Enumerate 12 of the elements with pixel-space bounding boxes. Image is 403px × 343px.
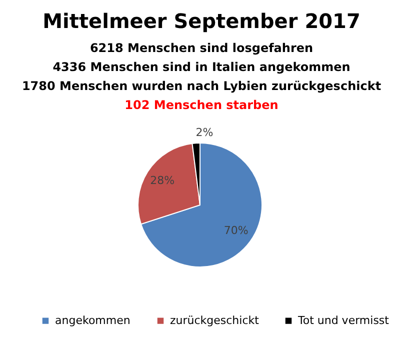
- data-label: 28%: [150, 174, 175, 188]
- text: 4336 Menschen sind in Italien angekommen: [52, 60, 350, 74]
- text: 1780 Menschen wurden nach Lybien zurückgeschickt: [22, 79, 382, 93]
- data-label: 2%: [196, 126, 214, 140]
- text: 102 Menschen starben: [124, 98, 278, 112]
- chart-title: Mittelmeer September 2017: [42, 9, 360, 33]
- legend-label: Tot und vermisst: [297, 314, 390, 327]
- legend-label: angekommen: [55, 314, 130, 327]
- data-label: 70%: [224, 224, 248, 238]
- legend-label: zurückgeschickt: [170, 314, 260, 327]
- text: 6218 Menschen sind losgefahren: [90, 41, 314, 55]
- pie-slice: [140, 142, 262, 268]
